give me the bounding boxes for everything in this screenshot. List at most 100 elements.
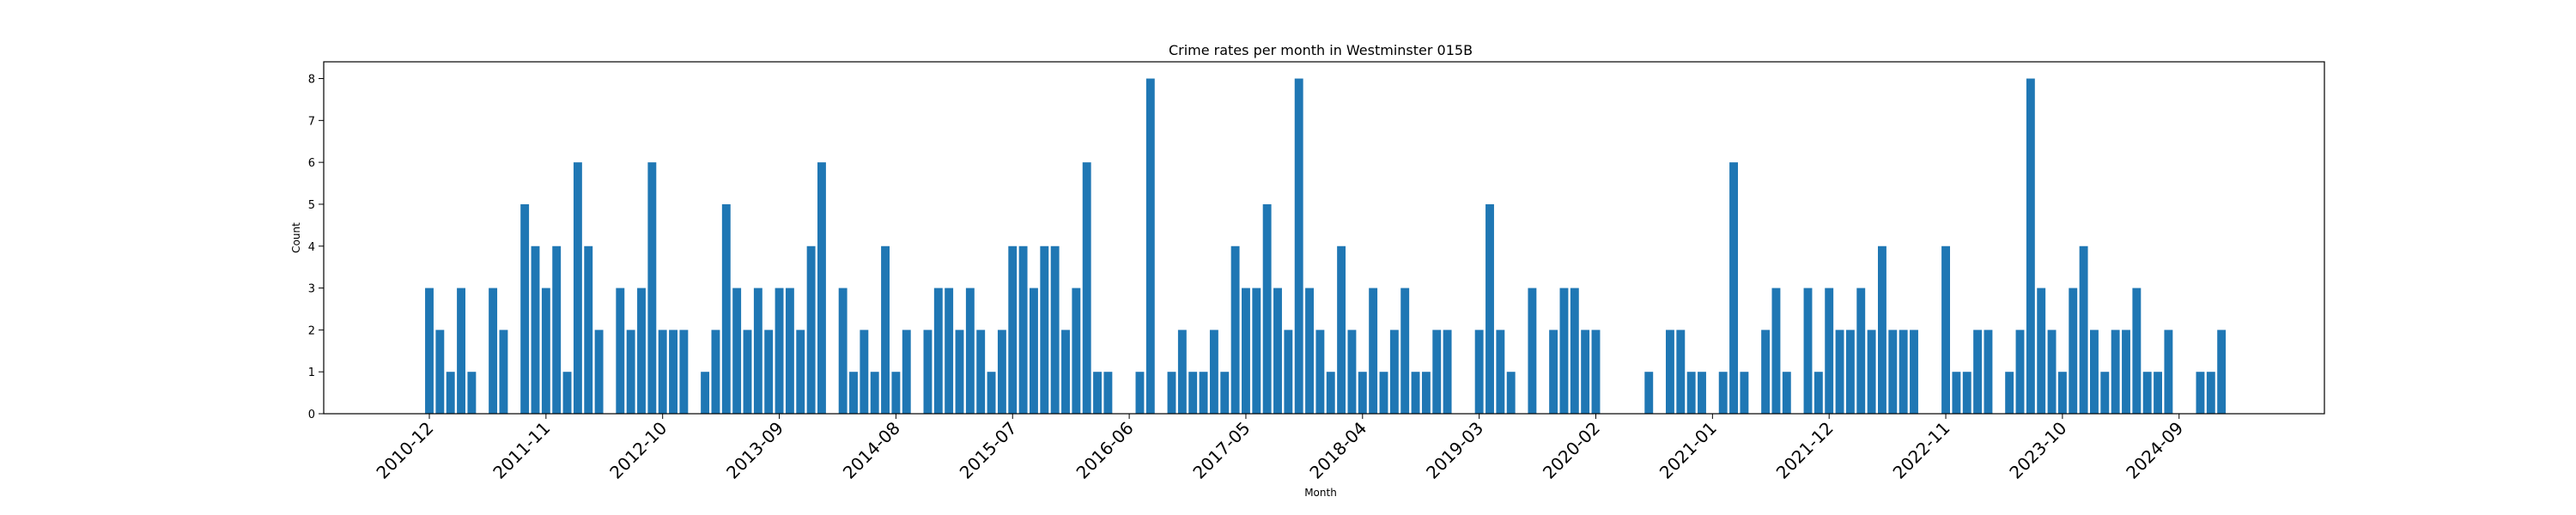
bar-2015-09 [1030, 288, 1038, 414]
bar-2011-09 [520, 203, 530, 414]
bar-2019-08 [1528, 288, 1537, 414]
bar-2015-06 [997, 330, 1006, 414]
bar-2018-07 [1389, 330, 1399, 414]
bar-2017-09 [1284, 330, 1293, 414]
y-tick-label: 0 [308, 409, 315, 421]
bar-2018-08 [1400, 288, 1410, 414]
bar-2016-08 [1145, 78, 1155, 415]
bar-2018-09 [1411, 372, 1420, 414]
bar-2023-03 [1984, 330, 1993, 414]
bar-2015-07 [1008, 245, 1018, 414]
bar-2011-07 [499, 330, 508, 414]
bar-2019-05 [1496, 330, 1505, 414]
bar-2018-02 [1337, 245, 1346, 414]
bar-2015-11 [1050, 245, 1060, 414]
bar-2011-04 [467, 372, 477, 414]
bar-2018-10 [1421, 372, 1431, 414]
bar-2012-01 [562, 372, 572, 414]
bar-2014-11 [923, 330, 933, 414]
bar-2016-02 [1082, 162, 1091, 414]
bar-2014-09 [902, 330, 911, 414]
bar-2015-08 [1018, 245, 1028, 414]
bar-2022-11 [1941, 245, 1950, 414]
bar-2013-08 [764, 330, 774, 414]
bar-2018-04 [1358, 372, 1367, 414]
bar-2019-03 [1474, 330, 1484, 414]
bar-2023-07 [2026, 78, 2035, 415]
bar-2022-08 [1910, 330, 1918, 414]
bar-2022-06 [1888, 330, 1898, 414]
bar-2020-10 [1676, 330, 1686, 414]
bar-2021-02 [1718, 372, 1728, 414]
bar-2011-12 [552, 245, 562, 414]
x-axis-label: Month [1304, 487, 1337, 499]
chart-title: Crime rates per month in Westminster 015… [1169, 42, 1473, 58]
bar-2024-04 [2122, 330, 2130, 414]
bar-2023-02 [1973, 330, 1983, 414]
bar-2019-10 [1549, 330, 1558, 414]
bar-2012-08 [637, 288, 646, 414]
bar-2021-07 [1771, 288, 1781, 414]
bar-2021-11 [1814, 372, 1823, 414]
y-tick-label: 6 [308, 157, 315, 170]
bar-2014-01 [817, 162, 826, 414]
bar-2020-07 [1644, 372, 1654, 414]
bar-2013-12 [806, 245, 816, 414]
bar-2023-12 [2079, 245, 2088, 414]
bar-2023-09 [2047, 330, 2057, 414]
bar-2022-12 [1952, 372, 1961, 414]
bar-2015-01 [945, 288, 954, 414]
bar-2022-02 [1845, 330, 1855, 414]
bar-2017-01 [1199, 372, 1208, 414]
bar-2015-12 [1061, 330, 1070, 414]
bar-2012-12 [679, 330, 689, 414]
y-axis-label: Count [290, 222, 302, 253]
bar-2019-04 [1485, 203, 1494, 414]
y-tick-label: 2 [308, 324, 315, 337]
bar-2012-06 [616, 288, 625, 414]
y-tick-label: 3 [308, 283, 315, 296]
bar-2022-05 [1878, 245, 1886, 414]
y-tick-label: 5 [308, 199, 315, 212]
bar-2013-10 [785, 288, 794, 414]
bar-2019-12 [1570, 288, 1579, 414]
bar-2024-11 [2196, 372, 2205, 414]
bar-2015-02 [955, 330, 964, 414]
bar-2017-04 [1230, 245, 1240, 414]
bar-2015-04 [976, 330, 986, 414]
bar-2012-07 [626, 330, 635, 414]
bar-2024-12 [2206, 372, 2215, 414]
bar-2012-02 [573, 162, 582, 414]
y-tick-label: 4 [308, 241, 315, 254]
bar-2018-11 [1432, 330, 1442, 414]
bar-2018-05 [1369, 288, 1378, 414]
bar-2012-04 [594, 330, 604, 414]
y-tick-label: 1 [308, 367, 315, 379]
bar-2023-05 [2005, 372, 2014, 414]
bar-2012-09 [647, 162, 657, 414]
y-tick-label: 7 [308, 115, 315, 128]
bar-2014-12 [933, 288, 943, 414]
bar-2020-01 [1581, 330, 1590, 414]
bar-2016-04 [1103, 372, 1113, 414]
bar-2023-01 [1962, 372, 1971, 414]
bar-2020-12 [1698, 372, 1706, 414]
bar-2017-05 [1242, 288, 1250, 414]
bar-2021-10 [1803, 288, 1813, 414]
bar-2022-04 [1867, 330, 1876, 414]
bar-2016-03 [1093, 372, 1102, 414]
bar-2015-10 [1040, 245, 1049, 414]
bar-2023-10 [2057, 372, 2067, 414]
bar-2017-10 [1294, 78, 1303, 415]
bar-2012-10 [658, 330, 667, 414]
bar-2018-01 [1326, 372, 1335, 414]
bar-2023-06 [2015, 330, 2025, 414]
bar-2013-04 [721, 203, 731, 414]
bar-2011-02 [446, 372, 455, 414]
bar-2016-11 [1177, 330, 1187, 414]
bar-2014-04 [849, 372, 858, 414]
bar-2020-09 [1666, 330, 1674, 414]
bar-2022-03 [1856, 288, 1866, 414]
bar-2013-11 [796, 330, 805, 414]
